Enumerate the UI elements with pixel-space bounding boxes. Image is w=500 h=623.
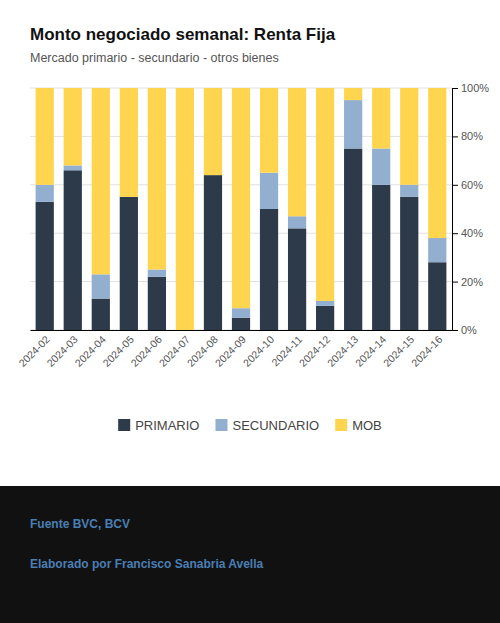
bar-segment [344, 100, 362, 148]
footer-note: Elaborado por Francisco Sanabria Avella [30, 557, 264, 571]
bar-segment [316, 306, 334, 330]
chart: Monto negociado semanal: Renta Fija Merca… [0, 0, 500, 623]
bar-segment [176, 88, 194, 330]
subtitle: Mercado primario - secundario - otros bi… [30, 51, 279, 65]
tick-label: 2024-10 [240, 333, 276, 369]
bar-segment [428, 262, 446, 330]
axis-line [453, 89, 459, 331]
bar-segment [92, 88, 110, 274]
bar-segment [260, 88, 278, 173]
tick: 80% [452, 130, 483, 142]
bar-segment [232, 88, 250, 308]
legend-item: MOB [335, 418, 382, 433]
bar-segment [64, 170, 82, 330]
tick-label: 100% [461, 82, 489, 94]
bar-segment [372, 149, 390, 185]
legend: PRIMARIO SECUNDARIO MOB [118, 418, 382, 433]
bar-segment [428, 88, 446, 238]
tick-label: 80% [461, 130, 483, 142]
legend-swatch [215, 419, 227, 431]
footer-note: Fuente BVC, BCV [30, 517, 130, 531]
footer-background [0, 486, 500, 623]
x-axis: 2024-022024-032024-042024-052024-062024-… [16, 331, 452, 369]
bar-segment [148, 277, 166, 330]
tick: 2024-16 [409, 333, 445, 369]
tick: 100% [452, 82, 489, 94]
series-bars [36, 88, 447, 330]
bar-segment [120, 197, 138, 330]
bar-segment [400, 197, 418, 330]
bar-segment [204, 175, 222, 330]
bar-segment [288, 228, 306, 330]
bar-segment [148, 88, 166, 270]
tick-label: 0% [461, 324, 477, 336]
tick-mark [452, 330, 458, 331]
bar-segment [372, 185, 390, 330]
bar-segment [148, 270, 166, 277]
tick: 60% [452, 179, 483, 191]
tick: 20% [452, 276, 483, 288]
legend-label: PRIMARIO [135, 418, 199, 433]
bar-segment [204, 88, 222, 175]
tick: 40% [452, 227, 483, 239]
bar-segment [64, 165, 82, 170]
bar-segment [344, 88, 362, 100]
legend-label: MOB [352, 418, 382, 433]
bar-segment [316, 88, 334, 301]
grid [30, 88, 452, 330]
legend-swatch [118, 419, 130, 431]
bar-segment [288, 216, 306, 228]
bar-segment [64, 88, 82, 165]
tick: 0% [452, 324, 477, 336]
axis-line [31, 330, 453, 331]
legend-item: SECUNDARIO [215, 418, 319, 433]
legend-label: SECUNDARIO [232, 418, 319, 433]
legend-swatch [335, 419, 347, 431]
tick-label: 2024-16 [409, 333, 445, 369]
tick-mark [452, 282, 458, 283]
bar-segment [92, 299, 110, 330]
title: Monto negociado semanal: Renta Fija [30, 25, 336, 44]
bar-segment [36, 185, 54, 202]
bar-segment [372, 88, 390, 149]
tick-label: 20% [461, 276, 483, 288]
bar-segment [428, 238, 446, 262]
tick-mark [452, 185, 458, 186]
bar-segment [92, 274, 110, 298]
bar-segment [400, 88, 418, 185]
bar-segment [288, 88, 306, 216]
bars [36, 88, 447, 330]
y-axis: 0% 20% 40% 60% 80% 100% [452, 82, 489, 336]
bar-segment [232, 308, 250, 318]
tick-label: 40% [461, 227, 483, 239]
tick-label: 60% [461, 179, 483, 191]
bar-segment [400, 185, 418, 197]
tick-mark [452, 233, 458, 234]
tick: 2024-10 [240, 333, 276, 369]
bar-segment [260, 173, 278, 209]
bar-segment [120, 88, 138, 197]
bar-segment [316, 301, 334, 306]
bar-segment [260, 209, 278, 330]
bar-segment [36, 88, 54, 185]
tick-mark [452, 136, 458, 137]
bar-segment [344, 149, 362, 331]
tick-mark [452, 88, 458, 89]
legend-item: PRIMARIO [118, 418, 199, 433]
bar-segment [232, 318, 250, 330]
bar-segment [36, 202, 54, 330]
